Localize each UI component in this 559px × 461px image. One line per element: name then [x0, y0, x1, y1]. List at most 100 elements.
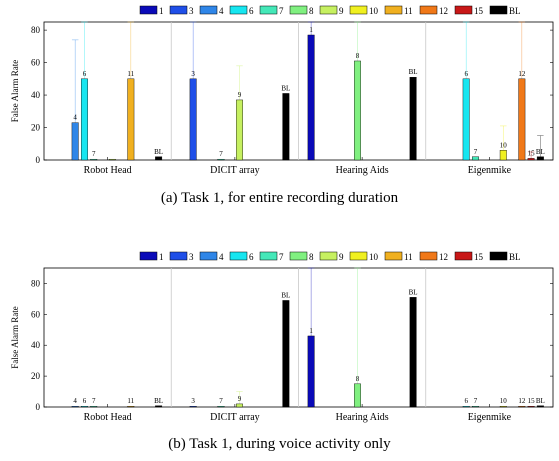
bar-BL: [282, 300, 290, 408]
data-label-7: 7: [474, 397, 478, 405]
legend-label-6: 6: [249, 6, 254, 16]
legend-swatch-3: [169, 5, 188, 15]
category-label: Eigenmike: [468, 165, 512, 176]
data-label-12: 12: [518, 397, 526, 405]
bar-11: [127, 78, 135, 161]
legend-label-9: 9: [339, 6, 344, 16]
data-label-6: 6: [83, 70, 87, 78]
data-label-1: 1: [309, 26, 313, 34]
bar-BL: [155, 156, 163, 161]
legend-swatch-1: [139, 5, 158, 15]
bar-BL: [536, 405, 544, 408]
legend-label-6: 6: [249, 252, 254, 262]
y-tick-label-20: 20: [31, 371, 41, 381]
data-label-11: 11: [127, 397, 134, 405]
category-label: Robot Head: [84, 412, 132, 423]
category-label: Robot Head: [84, 165, 132, 176]
legend-swatch-10: [349, 251, 368, 261]
caption-task1-entire: (a) Task 1, for entire recording duratio…: [160, 190, 399, 206]
legend-label-12: 12: [439, 6, 448, 16]
category-label: Eigenmike: [468, 412, 512, 423]
bar-15: [527, 158, 535, 161]
data-label-BL: BL: [154, 397, 163, 405]
bar-7: [90, 406, 98, 408]
data-label-7: 7: [219, 397, 223, 405]
legend-swatch-10: [349, 5, 368, 15]
legend-swatch-4: [199, 5, 218, 15]
legend-swatch-4: [199, 251, 218, 261]
bar-6: [462, 406, 470, 408]
data-label-7: 7: [219, 150, 223, 158]
bar-12: [518, 78, 526, 161]
caption-task1-voice: (b) Task 1, during voice activity only: [168, 436, 391, 452]
bar-6: [80, 406, 88, 408]
bar-9: [236, 99, 243, 161]
legend-label-3: 3: [189, 252, 194, 262]
bar-6: [462, 78, 470, 161]
legend-label-BL: BL: [509, 252, 521, 262]
data-label-BL: BL: [536, 397, 545, 405]
legend-swatch-8: [289, 251, 308, 261]
data-label-9: 9: [238, 395, 242, 403]
data-label-BL: BL: [281, 291, 290, 299]
legend-0: 1 3 4 6 7 8 9 10 11 12 15 BL: [139, 5, 521, 16]
legend-swatch-9: [319, 251, 338, 261]
data-label-BL: BL: [536, 148, 545, 156]
legend-swatch-1: [139, 251, 158, 261]
bar-9: [108, 158, 116, 161]
legend-label-BL: BL: [509, 6, 521, 16]
data-label-11: 11: [127, 70, 134, 78]
legend-label-9: 9: [339, 252, 344, 262]
legend-label-12: 12: [439, 252, 448, 262]
legend-label-11: 11: [404, 252, 413, 262]
data-label-3: 3: [191, 397, 195, 405]
data-label-9: 9: [238, 91, 242, 99]
data-label-15: 15: [528, 149, 536, 157]
legend-swatch-BL: [489, 251, 508, 261]
category-label: DICIT array: [210, 412, 260, 423]
legend-swatch-8: [289, 5, 308, 15]
legend-swatch-6: [229, 5, 248, 15]
legend-1: 1 3 4 6 7 8 9 10 11 12 15 BL: [139, 251, 521, 262]
legend-label-8: 8: [309, 6, 314, 16]
y-tick-label-80: 80: [31, 278, 41, 288]
y-tick-label-80: 80: [31, 25, 41, 35]
y-tick-label-20: 20: [31, 123, 41, 133]
bar-BL: [536, 156, 544, 161]
bar-7: [472, 406, 479, 408]
legend-label-3: 3: [189, 6, 194, 16]
y-axis-label: False Alarm Rate: [10, 60, 20, 123]
bar-12: [518, 406, 526, 408]
legend-label-11: 11: [404, 6, 413, 16]
bar-4: [71, 406, 79, 408]
data-label-1: 1: [309, 327, 313, 335]
legend-label-10: 10: [369, 252, 379, 262]
bar-3: [189, 78, 197, 161]
legend-label-1: 1: [159, 6, 164, 16]
data-label-6: 6: [464, 70, 468, 78]
legend-swatch-9: [319, 5, 338, 15]
bar-11: [127, 406, 135, 408]
bar-1: [307, 34, 315, 161]
bar-BL: [409, 297, 417, 408]
y-axis-label: False Alarm Rate: [10, 306, 20, 369]
bar-15: [527, 406, 535, 408]
legend-swatch-7: [259, 5, 278, 15]
bar-7: [217, 158, 225, 161]
data-label-BL: BL: [154, 148, 163, 156]
data-label-10: 10: [500, 397, 508, 405]
data-label-BL: BL: [409, 68, 418, 76]
data-label-3: 3: [191, 70, 195, 78]
data-label-15: 15: [528, 397, 536, 405]
y-tick-label-0: 0: [36, 402, 41, 412]
bar-10: [499, 150, 507, 161]
data-label-4: 4: [73, 397, 77, 405]
bar-8: [354, 60, 361, 161]
bar-7: [217, 406, 225, 408]
data-label-6: 6: [464, 397, 468, 405]
data-label-6: 6: [83, 397, 87, 405]
legend-label-1: 1: [159, 252, 164, 262]
category-label: DICIT array: [210, 165, 260, 176]
